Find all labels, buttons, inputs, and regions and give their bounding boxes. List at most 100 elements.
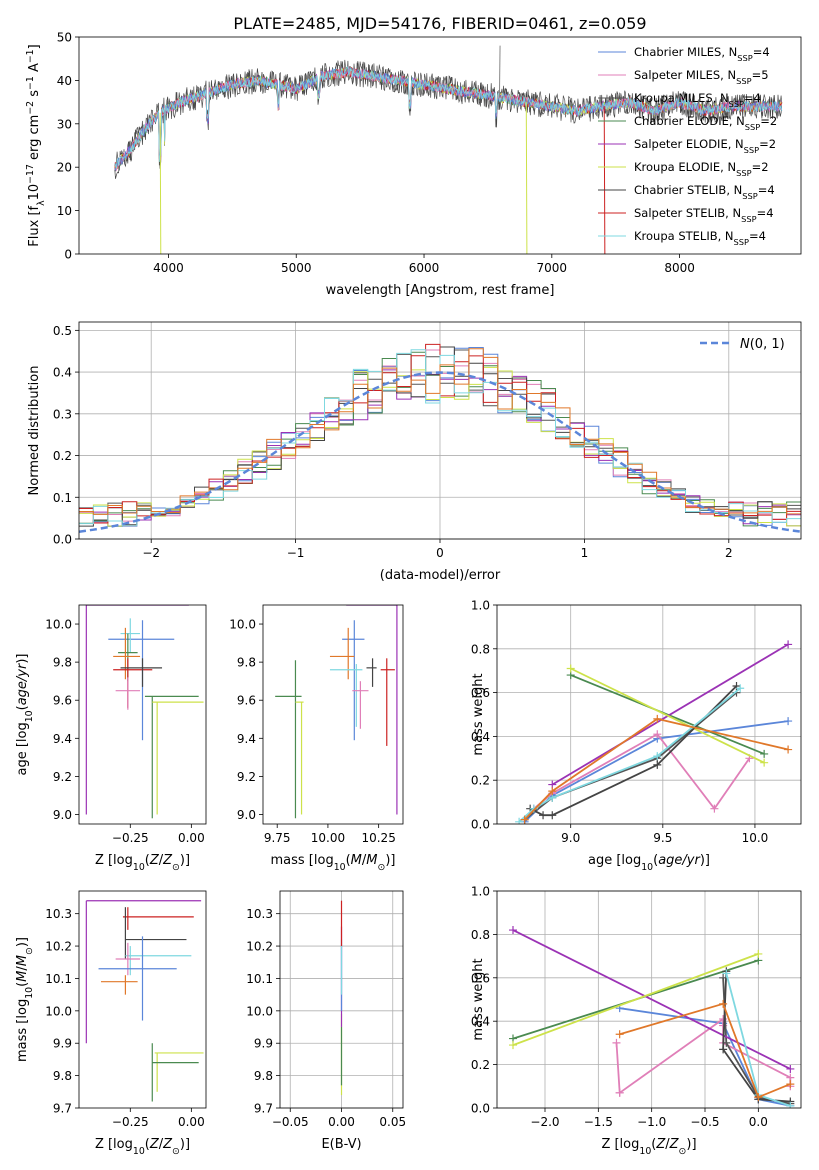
y-tick-label: 9.2 bbox=[237, 770, 256, 784]
y-tick-label: 10.2 bbox=[45, 940, 72, 954]
y-tick-label: 9.0 bbox=[237, 808, 256, 822]
legend-entry: Kroupa STELIB, NSSP=4 bbox=[634, 229, 766, 247]
y-tick-label: 1.0 bbox=[471, 885, 490, 899]
x-tick-label: 10.0 bbox=[742, 831, 769, 845]
data-point bbox=[653, 714, 662, 723]
plot-content bbox=[114, 45, 783, 254]
data-point bbox=[615, 1030, 624, 1039]
data-point bbox=[615, 1088, 624, 1097]
x-tick-label: 9.0 bbox=[561, 831, 580, 845]
axes-frame bbox=[279, 890, 404, 1109]
y-axis-label: Flux [fλ10−17 erg cm−2 s−1 A−1] bbox=[25, 44, 47, 246]
data-point bbox=[539, 811, 548, 820]
series-line bbox=[512, 929, 791, 1070]
y-axis-label: Normed distribution bbox=[27, 366, 42, 496]
y-tick-label: 0.6 bbox=[471, 971, 490, 985]
y-tick-label: 9.0 bbox=[53, 808, 72, 822]
y-tick-label: 50 bbox=[57, 31, 72, 45]
legend-entry: Kroupa MILES, NSSP=4 bbox=[634, 91, 761, 109]
data-point bbox=[653, 752, 662, 761]
x-tick-label: 8000 bbox=[664, 261, 695, 275]
data-point bbox=[566, 664, 575, 673]
x-axis-label: wavelength [Angstrom, rest frame] bbox=[326, 283, 555, 298]
chart-mass_vs_Z: −0.25 0.00 9.7 9.8 9.9 10.0 10.1 10.2 10.3 Z [log… bbox=[15, 890, 207, 1157]
plot-content bbox=[85, 605, 204, 819]
x-tick-label: −0.5 bbox=[690, 1115, 719, 1129]
gaussian-curve bbox=[79, 371, 801, 533]
chart-age_vs_Z: −0.25 0.00 9.0 9.2 9.4 9.6 9.8 10.0 Z [log10(Z/Z… bbox=[15, 604, 207, 873]
x-tick-label: −0.05 bbox=[272, 1115, 309, 1129]
chart-mass_vs_EBV: −0.05 0.00 0.05 9.7 9.8 9.9 10.0 10.1 10.2 10.3 E(… bbox=[246, 890, 406, 1152]
y-tick-label: 9.8 bbox=[237, 656, 256, 670]
x-tick-label: 0.05 bbox=[379, 1115, 406, 1129]
y-tick-label: 9.4 bbox=[237, 732, 256, 746]
x-tick-label: −0.25 bbox=[112, 831, 149, 845]
data-point bbox=[736, 684, 745, 693]
y-tick-label: 10.0 bbox=[45, 618, 72, 632]
data-point bbox=[754, 949, 763, 958]
series-line bbox=[619, 1007, 791, 1107]
legend-entry: Kroupa ELODIE, NSSP=2 bbox=[634, 160, 769, 178]
legend-entry: N(0, 1) bbox=[740, 337, 785, 352]
y-tick-label: 0.2 bbox=[471, 1058, 490, 1072]
y-tick-label: 0.8 bbox=[471, 928, 490, 942]
chart-residuals: −2 −1 0 1 2 0.0 0.1 0.2 0.3 0.4 0.5 N(0, 1) (data-mo… bbox=[27, 321, 802, 583]
y-tick-label: 20 bbox=[57, 161, 72, 175]
y-tick-label: 10.3 bbox=[246, 907, 273, 921]
axes-frame bbox=[78, 890, 207, 1109]
series-line bbox=[615, 1042, 621, 1093]
x-tick-label: 1 bbox=[581, 546, 589, 560]
x-tick-label: −0.25 bbox=[112, 1115, 149, 1129]
data-point bbox=[515, 817, 524, 824]
plot-area bbox=[497, 605, 801, 824]
legend-entry: Salpeter STELIB, NSSP=4 bbox=[634, 206, 774, 224]
y-tick-label: 10.1 bbox=[246, 972, 273, 986]
y-tick-label: 40 bbox=[57, 74, 72, 88]
series-line bbox=[512, 953, 759, 1046]
y-tick-label: 10.0 bbox=[246, 1004, 273, 1018]
x-tick-label: 9.5 bbox=[653, 831, 672, 845]
data-point bbox=[520, 815, 529, 824]
x-tick-label: 7000 bbox=[537, 261, 568, 275]
y-tick-label: 9.7 bbox=[254, 1102, 273, 1116]
y-tick-label: 10 bbox=[57, 204, 72, 218]
legend-entry: Chabrier STELIB, NSSP=4 bbox=[634, 183, 775, 201]
axes-frame bbox=[496, 604, 802, 825]
data-point bbox=[786, 1080, 795, 1089]
y-tick-label: 9.9 bbox=[254, 1037, 273, 1051]
y-tick-label: 0.0 bbox=[471, 1102, 490, 1116]
y-tick-label: 0.4 bbox=[53, 366, 72, 380]
y-axis-label: mass [log10(M/M⊙)] bbox=[15, 937, 35, 1062]
x-tick-label: 2 bbox=[725, 546, 733, 560]
data-point bbox=[710, 804, 719, 813]
data-point bbox=[719, 1045, 728, 1054]
x-tick-label: −2.0 bbox=[530, 1115, 559, 1129]
y-tick-label: 10.1 bbox=[45, 972, 72, 986]
data-point bbox=[754, 1093, 763, 1102]
chart-massweight_vs_Z: −2.0 −1.5 −1.0 −0.5 0.0 0.0 0.2 0.4 0.6 0.8 1.0 Z [… bbox=[471, 885, 802, 1157]
y-axis-label: age [log10(age/yr)] bbox=[15, 653, 35, 775]
data-point bbox=[784, 745, 793, 754]
x-tick-label: 0.00 bbox=[328, 1115, 355, 1129]
plot-content bbox=[515, 640, 793, 824]
series-line bbox=[551, 643, 789, 786]
x-tick-label: 4000 bbox=[153, 261, 184, 275]
data-point bbox=[719, 999, 728, 1008]
plot-content bbox=[275, 605, 398, 819]
y-tick-label: 9.6 bbox=[53, 694, 72, 708]
x-axis-label: Z [log10(Z/Z⊙)] bbox=[95, 853, 190, 873]
x-tick-label: 10.25 bbox=[361, 831, 395, 845]
data-point bbox=[786, 1101, 795, 1108]
y-tick-label: 9.4 bbox=[53, 732, 72, 746]
x-tick-label: −1 bbox=[287, 546, 305, 560]
series-line bbox=[523, 717, 789, 821]
x-tick-label: −1.5 bbox=[584, 1115, 613, 1129]
y-tick-label: 30 bbox=[57, 117, 72, 131]
axes-frame bbox=[262, 604, 404, 825]
x-tick-label: −2 bbox=[142, 546, 160, 560]
series-line bbox=[570, 667, 765, 764]
y-tick-label: 10.3 bbox=[45, 907, 72, 921]
x-tick-label: 9.75 bbox=[264, 831, 291, 845]
plot-content bbox=[79, 343, 801, 533]
